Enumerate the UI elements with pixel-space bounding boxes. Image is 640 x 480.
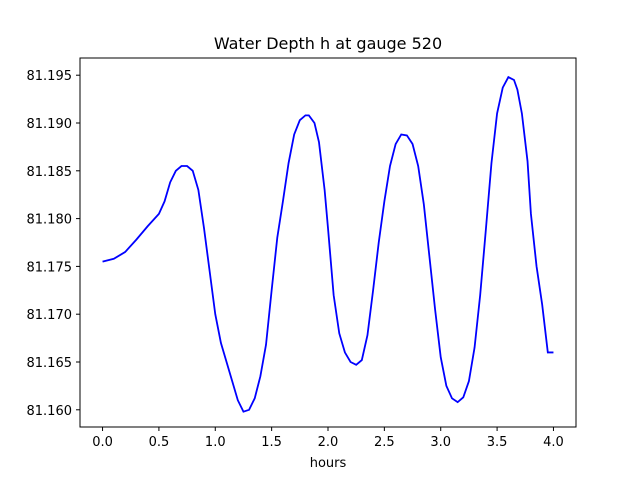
- y-tick-label: 81.190: [27, 117, 73, 132]
- series-line: [102, 75, 554, 413]
- y-tick-label: 81.170: [27, 308, 73, 323]
- x-tick-label: 0.5: [149, 435, 170, 450]
- x-tick-label: 1.5: [261, 435, 282, 450]
- plot-area: [79, 57, 577, 428]
- y-tick-label: 81.185: [27, 165, 73, 180]
- chart-title: Water Depth h at gauge 520: [214, 34, 442, 53]
- y-tick-label: 81.175: [27, 260, 73, 275]
- x-tick-label: 2.0: [318, 435, 339, 450]
- y-axis: 81.160 81.165 81.170 81.175 81.180 81.185 81.1…: [27, 69, 80, 419]
- y-tick-label: 81.195: [27, 69, 73, 84]
- x-tick-label: 2.5: [374, 435, 395, 450]
- axes-frame: [79, 57, 577, 428]
- y-tick-label: 81.165: [27, 356, 73, 371]
- x-axis: 0.0 0.5 1.0 1.5 2.0 2.5 3.0 3.5 4.0: [92, 427, 564, 450]
- y-tick-label: 81.160: [27, 404, 73, 419]
- x-tick-label: 3.5: [487, 435, 508, 450]
- x-tick-label: 1.0: [205, 435, 226, 450]
- x-tick-label: 0.0: [92, 435, 113, 450]
- y-tick-label: 81.180: [27, 213, 73, 228]
- x-axis-label: hours: [310, 456, 347, 471]
- x-tick-label: 4.0: [543, 435, 564, 450]
- x-tick-label: 3.0: [430, 435, 451, 450]
